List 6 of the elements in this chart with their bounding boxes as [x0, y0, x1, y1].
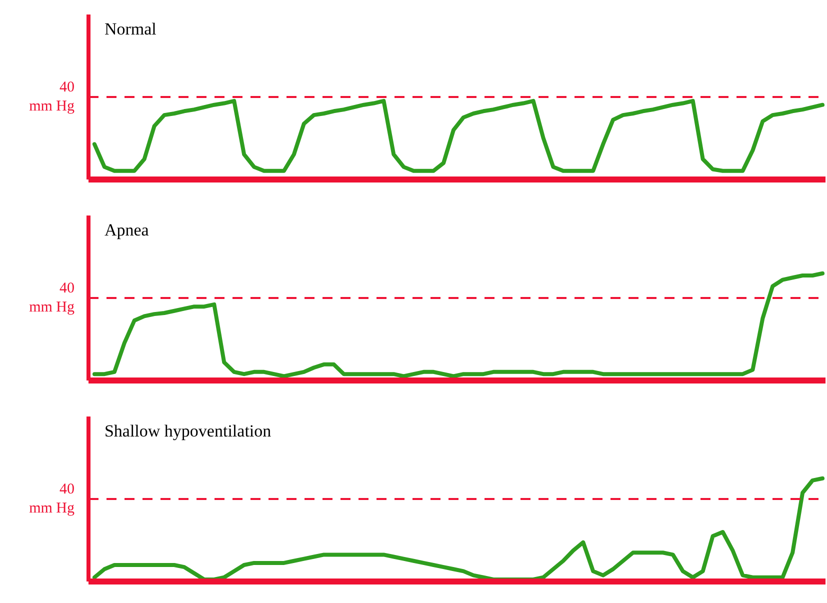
chart-title: Apnea [104, 220, 150, 240]
ref-line-label: 40 mm Hg [29, 280, 75, 316]
chart-title: Normal [104, 20, 157, 38]
chart-title: Shallow hypoventilation [104, 422, 272, 440]
ref-line-label: 40 mm Hg [29, 79, 75, 115]
ref-line-label: 40 mm Hg [29, 481, 75, 517]
